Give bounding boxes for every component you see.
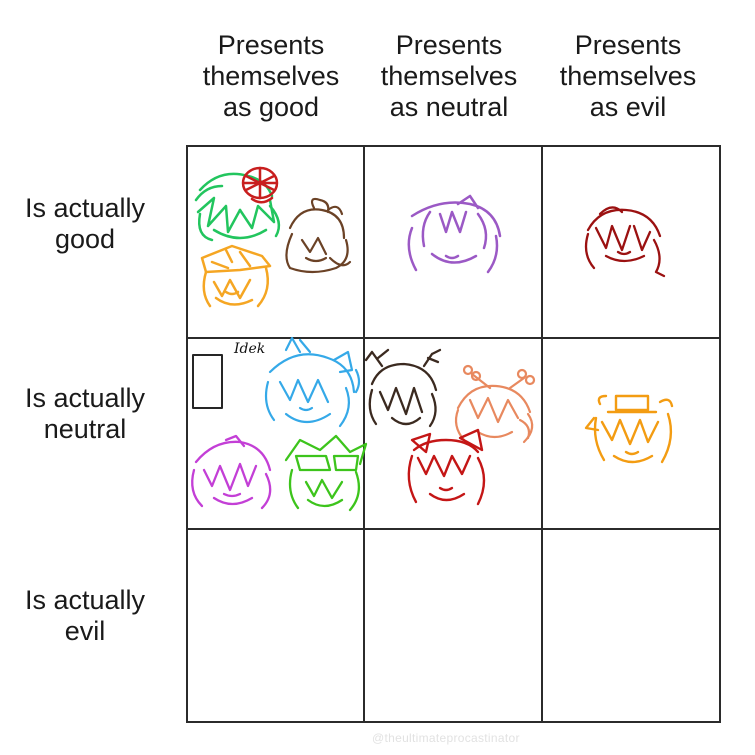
red-hat-character-icon	[241, 166, 279, 204]
orange-top-hat-character-icon	[584, 394, 674, 464]
grid-line-h-0	[186, 145, 721, 147]
row-header-neutral-label: Is actually neutral	[24, 383, 146, 444]
row-header-evil: Is actually evil	[0, 585, 170, 647]
grid-line-h-2	[186, 528, 721, 530]
column-header-good-label: Presents themselves as good	[202, 30, 340, 122]
grid-line-v-2	[541, 145, 543, 723]
dark-red-haired-character-icon	[584, 206, 666, 278]
row-header-neutral: Is actually neutral	[0, 383, 170, 445]
grid-line-h-1	[186, 337, 721, 339]
column-header-neutral: Presents themselves as neutral	[364, 30, 534, 123]
red-bow-character-icon	[407, 428, 486, 506]
grid-line-h-3	[186, 721, 721, 723]
column-header-evil: Presents themselves as evil	[543, 30, 713, 123]
column-header-evil-label: Presents themselves as evil	[559, 30, 697, 122]
black-phone-icon	[192, 354, 223, 409]
peach-bone-character-icon	[454, 364, 536, 444]
grid-line-v-0	[186, 145, 188, 723]
purple-haired-character-icon	[407, 194, 502, 274]
row-header-good-label: Is actually good	[24, 193, 146, 254]
blue-haired-character-icon	[264, 336, 361, 428]
yellow-haired-character-icon	[200, 244, 272, 308]
green-goggles-character-icon	[284, 434, 368, 512]
magenta-haired-character-icon	[191, 434, 272, 510]
column-header-good: Presents themselves as good	[186, 30, 356, 123]
watermark-text: @theultimateprocastinator	[372, 731, 520, 745]
grid-line-v-3	[719, 145, 721, 723]
grid-line-v-1	[363, 145, 365, 723]
idek-note: Idek	[234, 341, 266, 357]
green-haired-character-icon	[194, 172, 281, 242]
brown-haired-character-icon	[285, 197, 352, 274]
row-header-good: Is actually good	[0, 193, 170, 255]
column-header-neutral-label: Presents themselves as neutral	[380, 30, 518, 122]
row-header-evil-label: Is actually evil	[24, 585, 146, 646]
dark-brown-horned-character-icon	[364, 348, 442, 428]
